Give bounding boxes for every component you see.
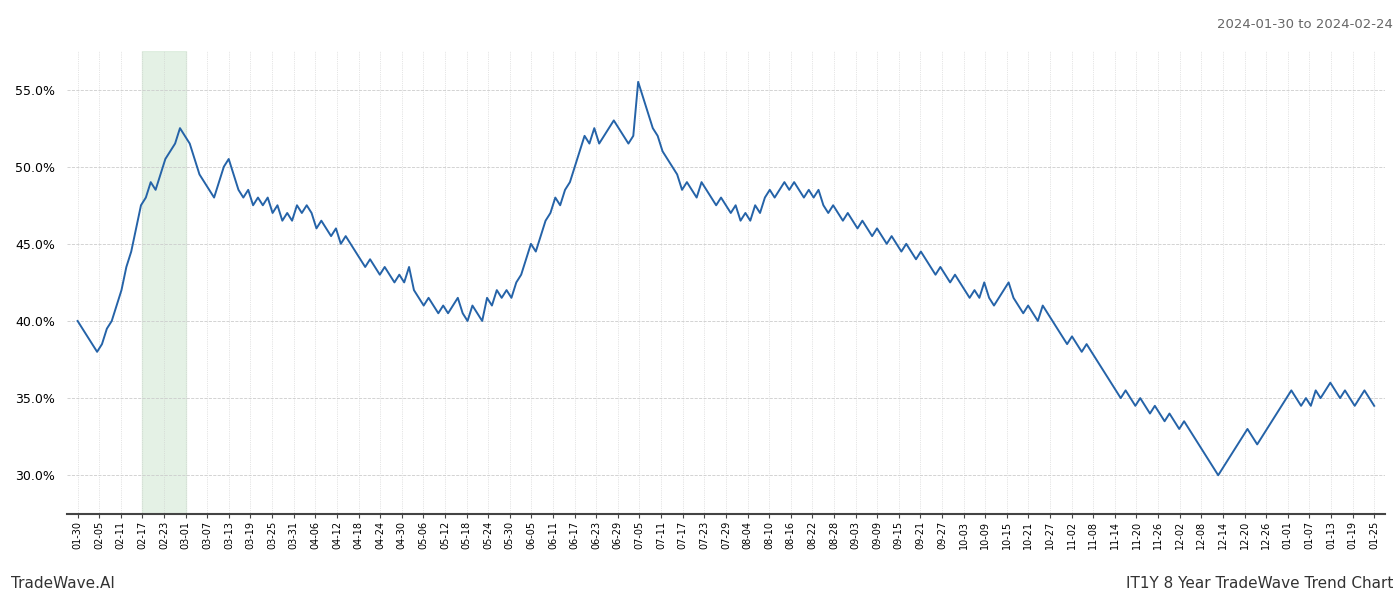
Bar: [143, 51, 186, 514]
Text: 2024-01-30 to 2024-02-24: 2024-01-30 to 2024-02-24: [1217, 18, 1393, 31]
Text: TradeWave.AI: TradeWave.AI: [11, 576, 115, 591]
Text: IT1Y 8 Year TradeWave Trend Chart: IT1Y 8 Year TradeWave Trend Chart: [1126, 576, 1393, 591]
